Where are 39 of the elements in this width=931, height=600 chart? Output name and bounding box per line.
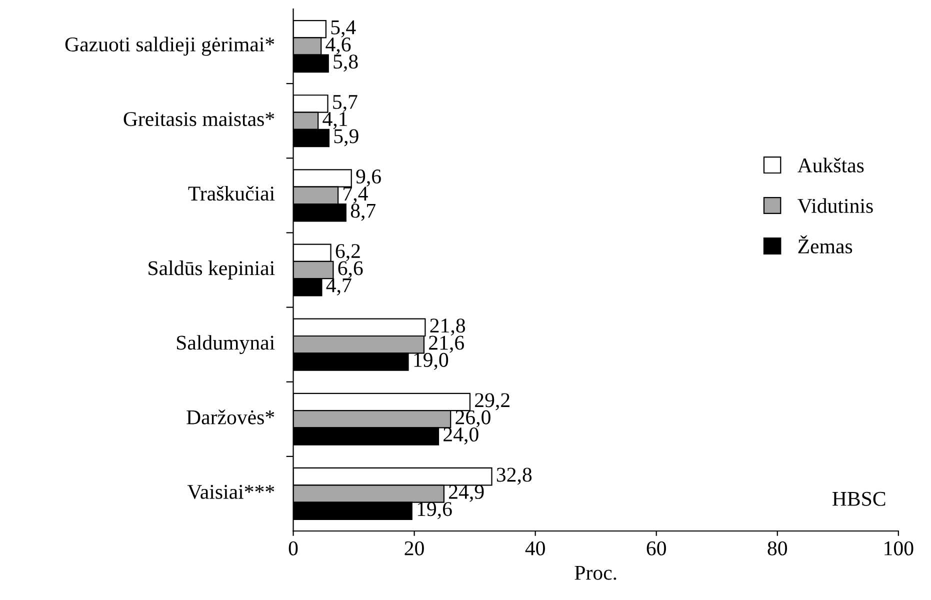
- data-label: 32,8: [496, 468, 532, 485]
- x-tick-label: 0: [288, 541, 298, 556]
- data-label: 4,7: [326, 278, 352, 296]
- data-label: 9,6: [356, 169, 381, 186]
- data-label: 29,2: [475, 393, 510, 410]
- data-label: 26,0: [456, 410, 490, 428]
- data-label: 19,0: [414, 352, 448, 370]
- data-label: 24,0: [444, 427, 478, 445]
- data-label: 4,1: [322, 112, 348, 130]
- data-label: 21,6: [429, 336, 464, 353]
- data-label: 5,9: [334, 129, 358, 146]
- x-axis-title: Proc.: [574, 566, 616, 580]
- x-tick-label: 40: [525, 541, 545, 556]
- data-label: 7,4: [344, 186, 368, 204]
- x-tick-label: 100: [884, 541, 914, 556]
- legend-label: Vidutinis: [798, 198, 873, 214]
- x-tick-label: 80: [768, 541, 788, 556]
- data-label: 19,6: [418, 502, 452, 520]
- y-tick-label: Traškučiai: [188, 186, 275, 201]
- data-label: 4,6: [326, 38, 351, 54]
- x-tick-label: 60: [646, 541, 666, 556]
- data-label: 5,4: [331, 20, 356, 38]
- legend-label: Aukštas: [798, 158, 864, 172]
- y-tick-label: Gazuoti saldieji gėrimai*: [65, 36, 274, 56]
- x-tick-label: 20: [404, 541, 424, 556]
- data-label: 6,2: [336, 244, 360, 262]
- data-label: 21,8: [430, 318, 466, 336]
- data-label: 24,9: [449, 484, 484, 502]
- annotation: HBSC: [832, 492, 886, 506]
- y-tick-label: Daržovės*: [186, 410, 274, 424]
- y-tick-label: Greitasis maistas*: [124, 112, 274, 126]
- legend-label: Žemas: [798, 235, 852, 254]
- y-tick-label: Saldumynai: [176, 335, 275, 354]
- y-tick-label: Vaisiai***: [187, 484, 274, 500]
- data-label: 8,7: [350, 204, 376, 221]
- data-label: 5,8: [334, 54, 358, 72]
- data-label: 5,7: [333, 95, 358, 112]
- y-tick-label: Saldūs kepiniai: [148, 260, 275, 280]
- data-label: 6,6: [338, 261, 363, 278]
